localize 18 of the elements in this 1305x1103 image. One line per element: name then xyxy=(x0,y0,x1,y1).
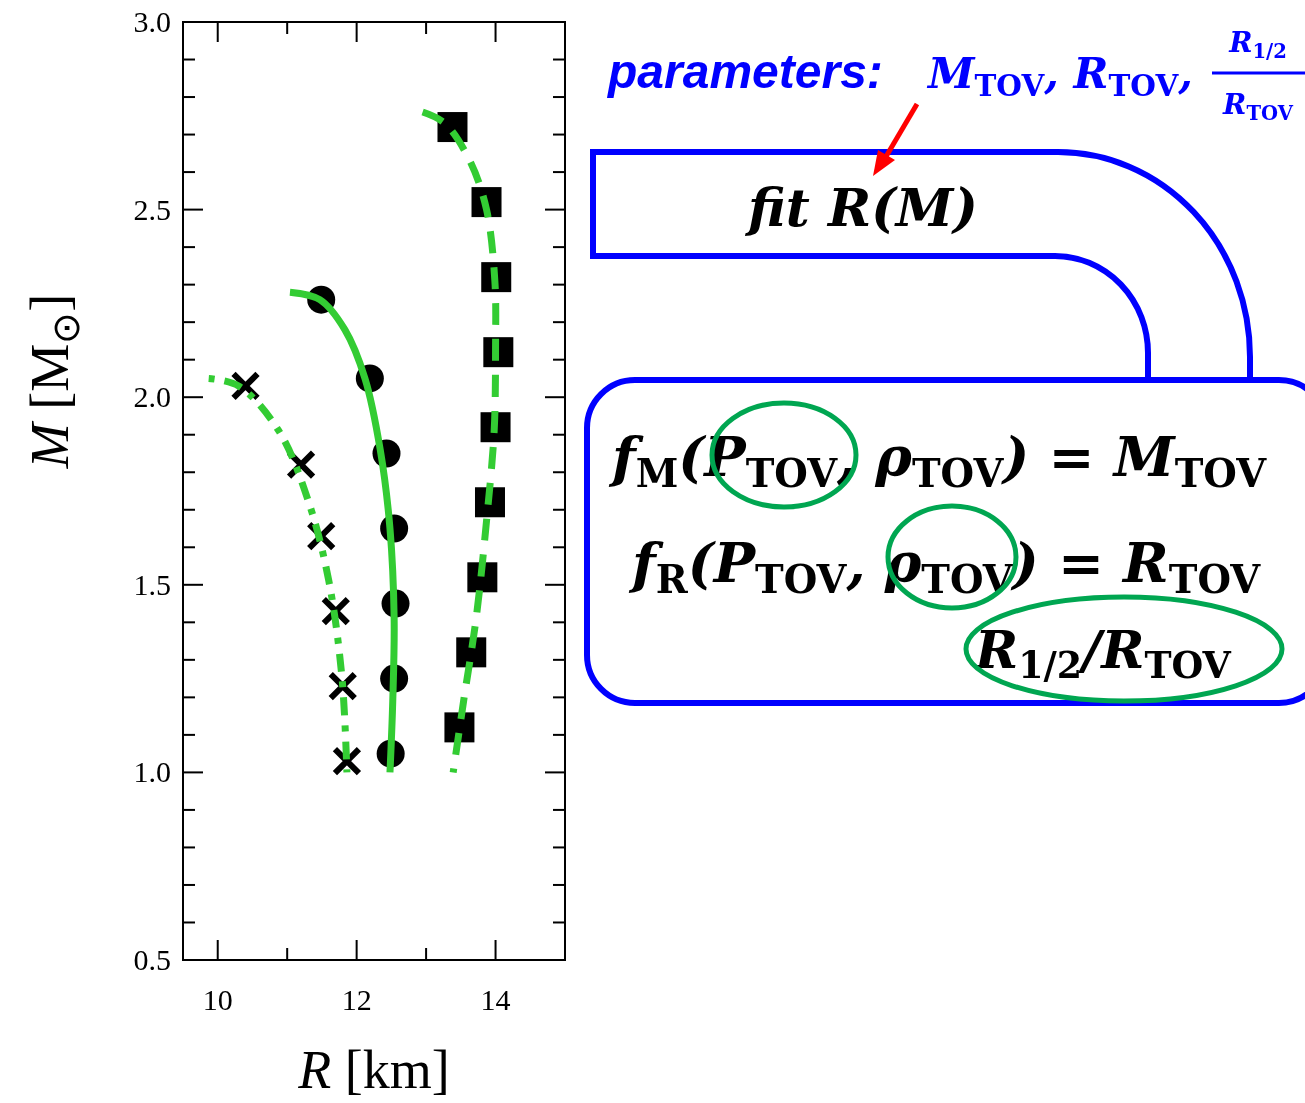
x-tick-label: 14 xyxy=(480,983,511,1016)
y-tick-label: 3.0 xyxy=(133,5,171,38)
x-tick-label: 12 xyxy=(341,983,372,1016)
text: R$_{1/2}$ xyxy=(1228,26,1287,63)
y-tick-label: 0.5 xyxy=(133,943,171,976)
y-tick-label: 1.0 xyxy=(133,755,171,789)
point xyxy=(331,746,362,777)
text: fit R(M) xyxy=(744,177,978,238)
x-axis-title: R [km] xyxy=(297,1040,450,1100)
text: R$_{1/2}$/R$_{TOV}$ xyxy=(973,619,1232,688)
text: M$_{TOV}$, R$_{TOV}$, xyxy=(926,49,1193,104)
text: parameters: xyxy=(606,45,883,98)
y-tick-label: 1.5 xyxy=(133,567,171,601)
y-tick-label: 2.0 xyxy=(133,380,171,414)
x-tick-label: 10 xyxy=(202,983,233,1016)
point xyxy=(230,370,261,401)
text: R$_{TOV}$ xyxy=(1222,88,1294,125)
y-tick-label: 2.5 xyxy=(133,192,171,226)
